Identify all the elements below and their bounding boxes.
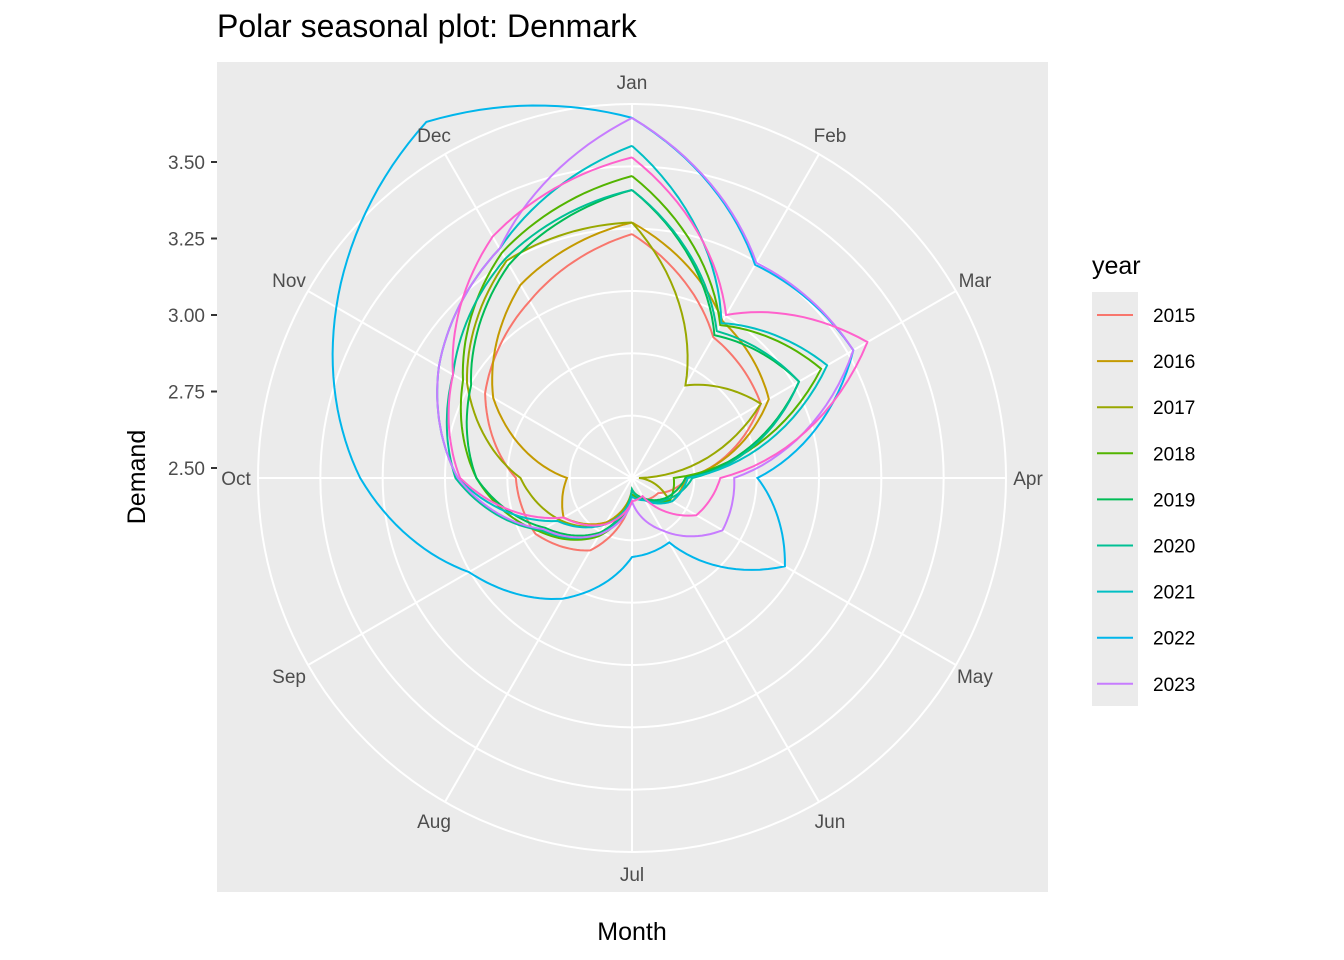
month-label-may: May xyxy=(957,667,993,688)
month-label-nov: Nov xyxy=(272,271,306,292)
y-tick-label: 3.25 xyxy=(168,230,205,251)
y-axis-title: Demand xyxy=(123,430,151,525)
month-label-dec: Dec xyxy=(417,126,451,147)
legend-title: year xyxy=(1092,252,1141,280)
legend-label-2019: 2019 xyxy=(1153,490,1195,511)
month-label-jun: Jun xyxy=(815,812,846,833)
y-tick-label: 3.00 xyxy=(168,306,205,327)
x-axis-title: Month xyxy=(597,918,666,946)
legend-label-2016: 2016 xyxy=(1153,352,1195,373)
month-label-sep: Sep xyxy=(272,667,306,688)
legend-label-2021: 2021 xyxy=(1153,583,1195,604)
month-label-mar: Mar xyxy=(959,271,992,292)
y-axis: 2.50 2.75 3.00 3.25 3.50 xyxy=(168,153,217,480)
month-label-feb: Feb xyxy=(814,126,847,147)
legend-label-2017: 2017 xyxy=(1153,398,1195,419)
month-label-jan: Jan xyxy=(617,73,648,94)
legend-label-2023: 2023 xyxy=(1153,675,1195,696)
legend-label-2015: 2015 xyxy=(1153,306,1195,327)
legend-label-2022: 2022 xyxy=(1153,629,1195,650)
y-tick-label: 2.75 xyxy=(168,383,205,404)
legend-label-2020: 2020 xyxy=(1153,537,1195,558)
month-label-apr: Apr xyxy=(1013,469,1043,490)
legend: year 2015 2016 2017 2018 2019 2020 2021 2022 202… xyxy=(1092,252,1195,706)
month-label-oct: Oct xyxy=(221,469,251,490)
legend-label-2018: 2018 xyxy=(1153,444,1195,465)
y-tick-label: 2.50 xyxy=(168,459,205,480)
y-tick-label: 3.50 xyxy=(168,153,205,174)
month-label-jul: Jul xyxy=(620,865,644,886)
month-label-aug: Aug xyxy=(417,812,451,833)
